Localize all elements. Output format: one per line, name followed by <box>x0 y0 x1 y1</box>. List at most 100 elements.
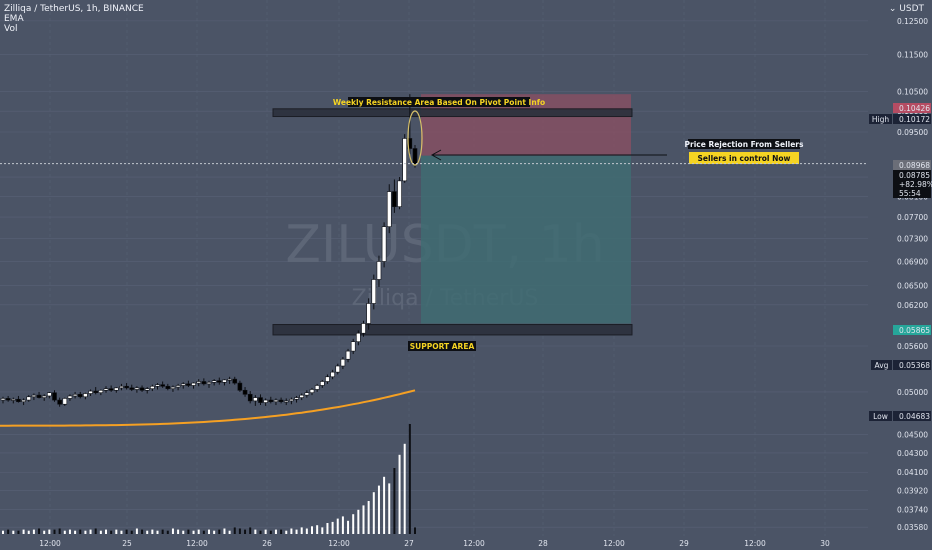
support-label-box <box>408 341 476 351</box>
y-tick-label: 0.03740 <box>897 505 928 514</box>
candle-body <box>5 398 11 401</box>
y-tick-label: 0.12500 <box>897 17 928 26</box>
candle-body <box>319 381 325 386</box>
volume-bar <box>208 529 210 534</box>
y-tick-label: 0.05600 <box>897 342 928 351</box>
candle-body <box>356 332 361 342</box>
candle-body <box>376 261 382 280</box>
x-tick-label: 12:00 <box>744 539 766 548</box>
ema-indicator-label[interactable]: EMA <box>4 14 24 24</box>
candle-body <box>217 380 222 383</box>
volume-bar <box>408 424 411 534</box>
candle-body <box>201 381 207 385</box>
candle-body <box>232 378 238 384</box>
candle-body <box>237 382 243 391</box>
volume-bar <box>347 520 350 534</box>
volume-bar <box>58 528 61 534</box>
volume-bar <box>79 529 82 534</box>
green-tag-value: 0.05865 <box>899 326 930 335</box>
volume-bar <box>32 529 35 534</box>
volume-bar <box>84 530 87 534</box>
x-tick-label: 27 <box>404 539 414 548</box>
y-tick-label: 0.04300 <box>897 449 928 458</box>
candle-body <box>345 350 351 360</box>
volume-bar <box>130 530 133 534</box>
candle-body <box>175 385 181 388</box>
volume-bar <box>135 528 138 534</box>
resistance-label-box <box>348 97 530 107</box>
candle-body <box>325 376 330 382</box>
volume-bar <box>151 529 154 534</box>
volume-bar <box>403 443 406 534</box>
x-tick-label: 30 <box>820 539 830 548</box>
volume-bar <box>228 530 231 534</box>
volume-bar <box>383 476 386 534</box>
chart-title[interactable]: Zilliqa / TetherUS, 1h, BINANCE <box>4 4 144 14</box>
volume-bar <box>223 528 226 534</box>
candle-body <box>412 148 418 164</box>
candle-body <box>330 371 335 378</box>
last-tag-box <box>893 160 931 170</box>
volume-bar <box>171 528 174 534</box>
y-tick-label: 0.06500 <box>897 282 928 291</box>
volume-bar <box>187 529 190 534</box>
candle-body <box>253 397 258 402</box>
volume-bar <box>22 529 25 534</box>
currency-selector[interactable]: ⌄ USDT <box>889 4 924 14</box>
candlesticks <box>0 94 418 407</box>
candle-body <box>36 394 42 398</box>
time-axis[interactable]: 12:00 25 12:00 26 12:00 27 12:00 28 12:00 29 12:00… <box>39 539 830 548</box>
volume-bar <box>367 501 370 534</box>
candle-body <box>227 378 232 381</box>
sellers-label-box <box>689 152 799 164</box>
avg-tag-value: 0.05368 <box>899 361 930 370</box>
volume-bar <box>362 505 365 534</box>
y-tick-label: 0.03920 <box>897 486 928 495</box>
candle-body <box>273 399 279 403</box>
x-tick-label: 26 <box>262 539 272 548</box>
candle-body <box>335 365 341 373</box>
volume-bar <box>2 530 4 534</box>
candle-body <box>180 383 186 386</box>
volume-bar <box>120 530 123 534</box>
candle-body <box>108 388 114 391</box>
current-tag-change: +82.98% <box>899 180 932 189</box>
volume-bar <box>218 529 221 534</box>
volume-bar <box>146 530 149 534</box>
candle-body <box>268 399 274 403</box>
volume-bar <box>166 530 169 534</box>
volume-bar <box>68 529 71 534</box>
volume-bar <box>63 530 66 534</box>
candle-body <box>242 389 248 395</box>
volume-bar <box>305 528 308 534</box>
candle-body <box>31 394 37 398</box>
candle-body <box>309 389 315 393</box>
volume-bar <box>38 528 41 534</box>
price-tags: High 0.10172 0.10426 0.08968 0.08785 +82… <box>869 103 932 421</box>
rejection-ellipse <box>407 110 423 166</box>
volume-bar <box>295 529 298 534</box>
candle-body <box>392 191 397 207</box>
y-tick-label: 0.06900 <box>897 257 928 266</box>
volume-bar <box>244 529 247 534</box>
volume-bar <box>110 530 113 534</box>
y-tick-label: 0.07300 <box>897 235 928 244</box>
candle-body <box>119 385 124 389</box>
volume-bar <box>331 521 334 534</box>
volume-bar <box>316 525 319 534</box>
volume-bar <box>94 528 97 534</box>
volume-bar <box>161 529 164 534</box>
volume-bar <box>197 529 200 534</box>
candle-body <box>134 387 140 390</box>
current-tag-box <box>893 170 931 198</box>
y-tick-label: 0.11500 <box>897 51 928 60</box>
volume-bar <box>115 529 118 534</box>
volume-bar <box>192 530 195 534</box>
volume-indicator-label[interactable]: Vol <box>4 24 18 34</box>
volume-bar <box>377 485 380 534</box>
volume-bar <box>254 529 257 534</box>
y-tick-label: 0.04500 <box>897 431 928 440</box>
candle-body <box>206 381 212 385</box>
candle-body <box>361 323 366 334</box>
